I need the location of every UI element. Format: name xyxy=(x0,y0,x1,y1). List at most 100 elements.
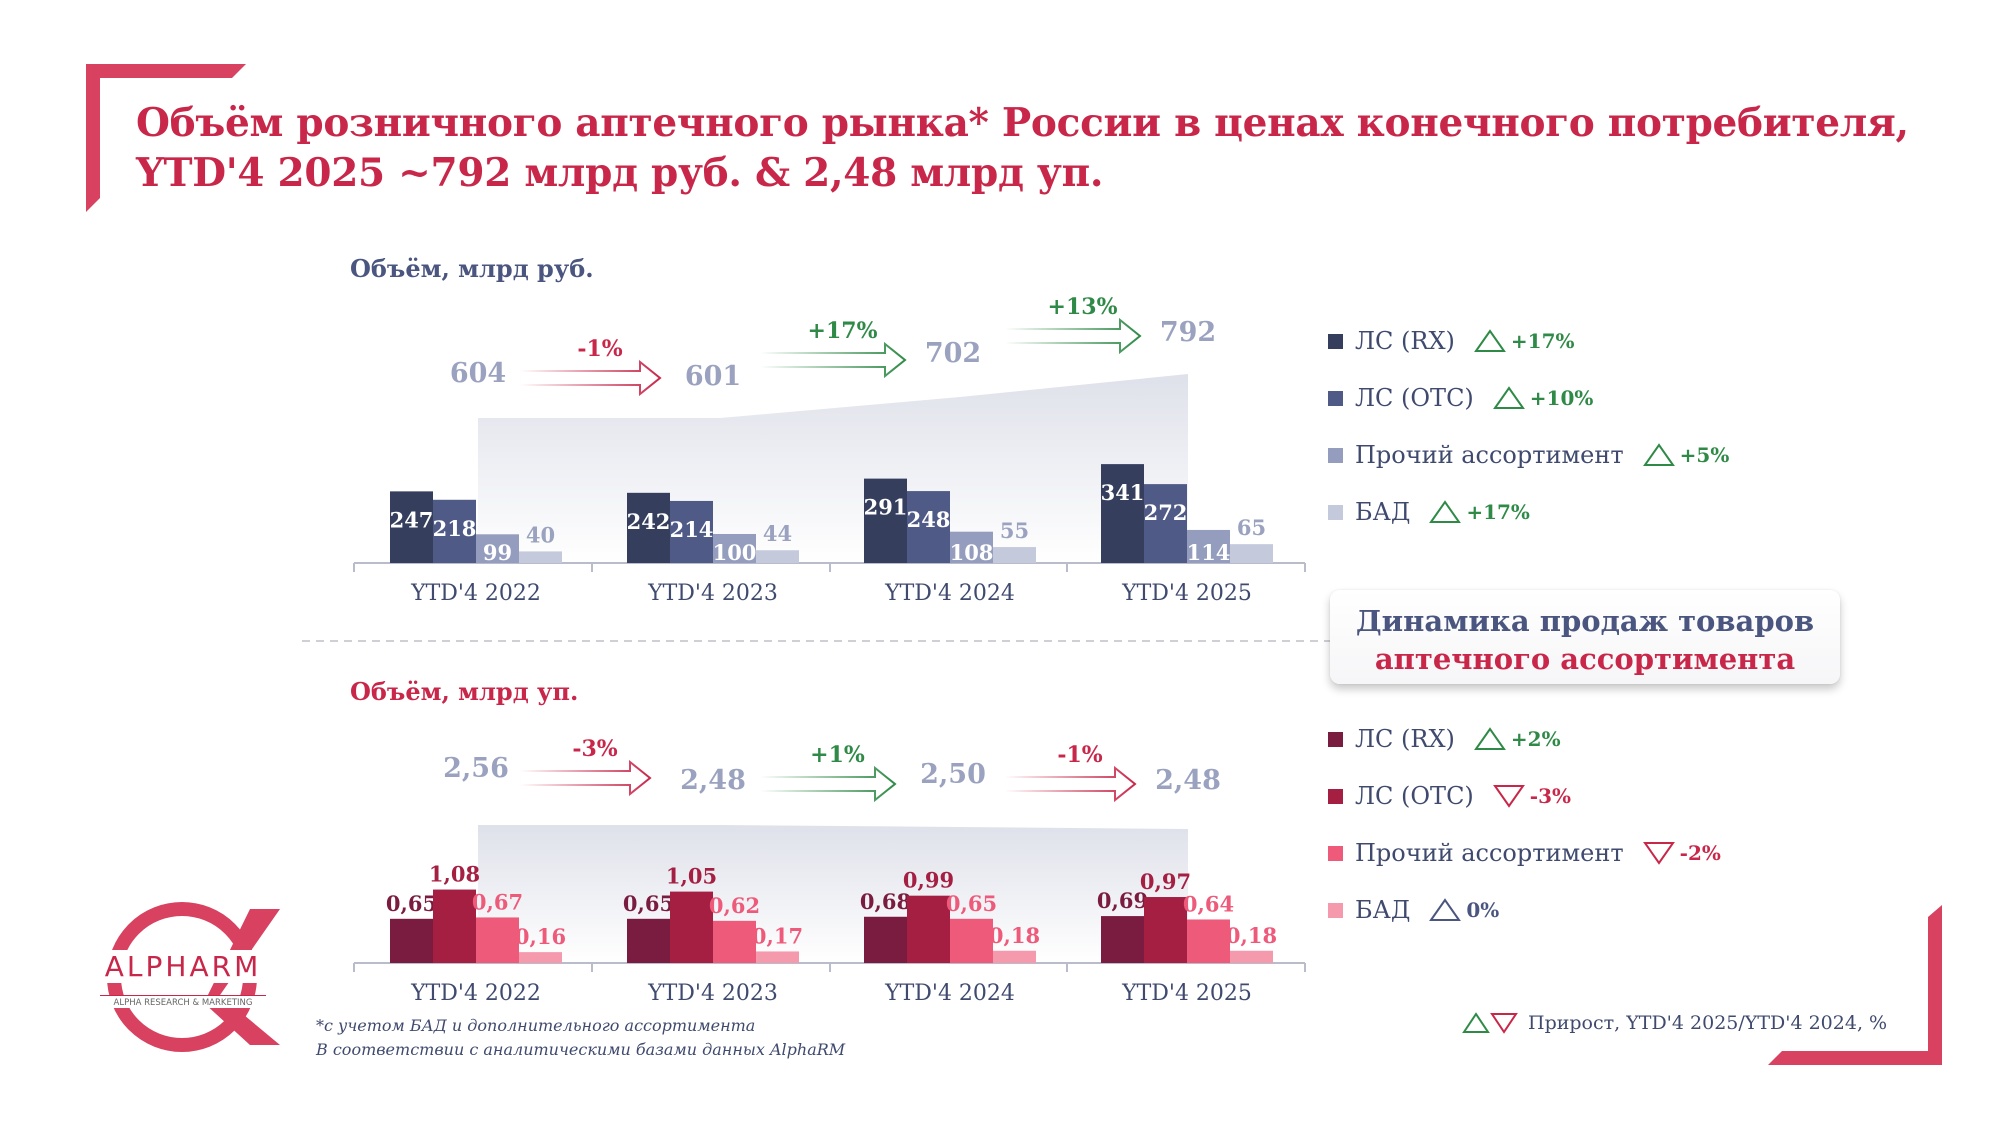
triangle-up-icon xyxy=(1473,727,1506,750)
legend-label: БАД xyxy=(1355,896,1411,924)
bar-value-label-packs: 0,17 xyxy=(752,923,803,948)
bar-value-label-rub: 291 xyxy=(864,495,908,520)
bar-value-label-packs: 0,68 xyxy=(860,889,911,914)
legend-item-rub: Прочий ассортимент +5% xyxy=(1328,438,1729,472)
total-value-packs: 2,50 xyxy=(920,759,986,790)
triangle-down-icon xyxy=(1642,842,1675,865)
legend-swatch xyxy=(1328,845,1343,861)
category-label-packs: YTD'4 2022 xyxy=(410,981,541,1006)
bar-value-label-packs: 0,65 xyxy=(623,891,674,916)
change-label-rub: +13% xyxy=(1048,294,1118,320)
bar-value-label-rub: 341 xyxy=(1101,480,1145,505)
category-label-rub: YTD'4 2023 xyxy=(647,581,778,606)
bar-rub-series-1 xyxy=(907,491,950,563)
change-label-packs: +1% xyxy=(810,742,865,768)
legend-growth: 0% xyxy=(1466,898,1500,922)
bar-rub-series-2 xyxy=(476,534,519,563)
bar-rub-series-1 xyxy=(670,500,713,563)
legend-swatch xyxy=(1328,390,1343,406)
legend-growth: +10% xyxy=(1529,386,1594,410)
bar-rub-series-3 xyxy=(756,550,799,563)
legend-growth: +17% xyxy=(1466,500,1530,524)
legend-item-rub: ЛС (RX) +17% xyxy=(1328,324,1575,358)
bar-rub-series-3 xyxy=(993,547,1036,563)
bar-value-label-packs: 1,08 xyxy=(429,862,480,887)
legend-item-packs: Прочий ассортимент -2% xyxy=(1328,836,1721,870)
total-value-rub: 702 xyxy=(925,338,981,369)
bar-value-label-packs: 0,18 xyxy=(989,923,1040,948)
bar-rub-series-3 xyxy=(519,551,562,563)
growth-note: Прирост, YTD'4 2025/YTD'4 2024, % xyxy=(1462,1010,1887,1036)
bar-packs-series-2 xyxy=(476,917,519,963)
bar-value-label-rub: 242 xyxy=(627,509,671,534)
legend-growth: +17% xyxy=(1510,329,1575,353)
legend-label: ЛС (OTC) xyxy=(1355,384,1474,412)
bar-value-label-rub: 248 xyxy=(907,507,951,532)
bar-value-label-rub: 247 xyxy=(390,507,434,532)
bar-value-label-packs: 0,69 xyxy=(1097,888,1148,913)
legend-swatch xyxy=(1328,447,1343,463)
change-arrow-packs xyxy=(519,759,652,797)
bar-rub-series-0 xyxy=(390,491,433,563)
bar-packs-series-1 xyxy=(1144,897,1187,963)
bar-rub-series-1 xyxy=(1144,484,1187,563)
change-label-packs: -3% xyxy=(572,736,617,762)
legend-growth: +5% xyxy=(1679,443,1730,467)
triangle-up-icon xyxy=(1642,443,1675,466)
bar-rub-series-0 xyxy=(864,478,907,563)
bar-value-label-rub: 55 xyxy=(1000,518,1029,543)
legend-item-rub: ЛС (OTC) +10% xyxy=(1328,381,1593,415)
bar-value-label-rub: 65 xyxy=(1237,515,1266,540)
bar-packs-series-2 xyxy=(950,918,993,963)
total-value-packs: 2,48 xyxy=(1155,765,1221,796)
total-trend-area-packs xyxy=(478,825,1188,963)
highlight-card-line-2: аптечного ассортимента xyxy=(1374,642,1796,676)
total-value-rub: 601 xyxy=(685,361,741,392)
legend-growth: +2% xyxy=(1510,727,1561,751)
change-arrow-packs xyxy=(1004,765,1137,803)
bar-packs-series-3 xyxy=(1230,950,1273,963)
page-title-line-1: Объём розничного аптечного рынка* России… xyxy=(136,100,1909,146)
bar-rub-series-0 xyxy=(627,492,670,563)
bar-packs-series-3 xyxy=(993,950,1036,963)
bar-rub-series-2 xyxy=(950,531,993,563)
bar-value-label-packs: 0,64 xyxy=(1183,891,1234,916)
bar-value-label-packs: 0,65 xyxy=(946,891,997,916)
bar-packs-series-1 xyxy=(433,889,476,963)
bar-value-label-rub: 218 xyxy=(433,516,477,541)
footnote-2: В соответствии с аналитическими базами д… xyxy=(316,1040,846,1059)
bar-value-label-rub: 108 xyxy=(950,540,994,565)
bar-packs-series-0 xyxy=(1101,916,1144,963)
bar-value-label-packs: 0,65 xyxy=(386,891,437,916)
triangle-up-icon xyxy=(1473,329,1506,352)
triangle-up-icon xyxy=(1492,386,1525,409)
legend-item-rub: БАД +17% xyxy=(1328,495,1530,529)
growth-note-label: Прирост, YTD'4 2025/YTD'4 2024, % xyxy=(1528,1012,1888,1034)
legend-item-packs: ЛС (OTC) -3% xyxy=(1328,779,1571,813)
bar-value-label-packs: 0,97 xyxy=(1140,869,1191,894)
legend-label: БАД xyxy=(1355,498,1411,526)
legend-item-packs: БАД 0% xyxy=(1328,893,1499,927)
bar-value-label-packs: 0,16 xyxy=(515,924,566,949)
brand-tagline: ALPHA RESEARCH & MARKETING xyxy=(100,995,266,1008)
bar-value-label-rub: 99 xyxy=(483,540,512,565)
up-down-triangles-icon xyxy=(1462,1012,1518,1034)
triangle-down-icon xyxy=(1492,785,1525,808)
chart-title-packs: Объём, млрд уп. xyxy=(350,677,579,706)
bar-packs-series-0 xyxy=(627,918,670,963)
triangle-up-icon xyxy=(1429,898,1462,921)
page-title-line-2: YTD'4 2025 ~792 млрд руб. & 2,48 млрд уп… xyxy=(136,150,1104,196)
bar-rub-series-2 xyxy=(1187,529,1230,563)
legend-swatch xyxy=(1328,504,1343,520)
legend-label: ЛС (OTC) xyxy=(1355,782,1474,810)
change-label-rub: +17% xyxy=(808,318,878,344)
footnote-1: *с учетом БАД и дополнительного ассортим… xyxy=(316,1016,756,1035)
chart-title-rub: Объём, млрд руб. xyxy=(350,254,594,283)
bar-packs-series-2 xyxy=(713,920,756,963)
change-arrow-rub xyxy=(759,341,907,379)
highlight-card: Динамика продаж товаров аптечного ассорт… xyxy=(1330,590,1840,684)
bar-rub-series-1 xyxy=(433,499,476,563)
category-label-rub: YTD'4 2022 xyxy=(410,581,541,606)
legend-swatch xyxy=(1328,333,1343,349)
